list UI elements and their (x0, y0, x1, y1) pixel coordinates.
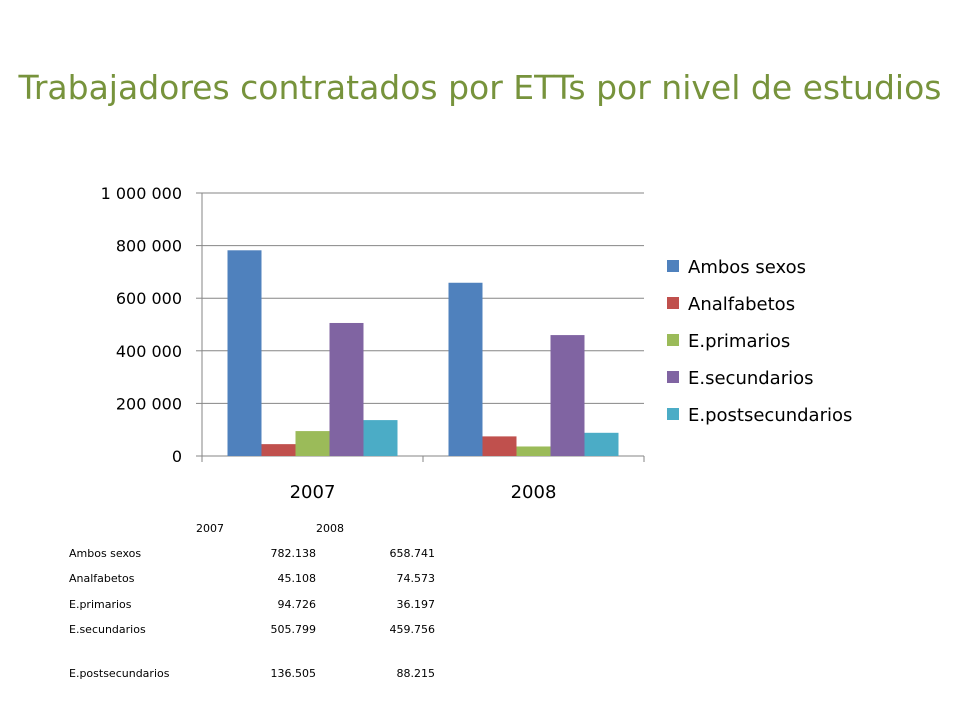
legend-entry: Analfabetos (688, 294, 795, 315)
table-row-label: E.postsecundarios (69, 667, 170, 680)
table-cell: 88.215 (396, 667, 436, 680)
table-row-label: E.secundarios (69, 623, 146, 636)
bar-analfabetos-2007 (261, 444, 296, 456)
bar-e-postsecundarios-2008 (584, 432, 619, 456)
table-cell: 136.505 (270, 667, 317, 680)
bar-e-primarios-2008 (516, 446, 551, 456)
y-tick-label: 0 (172, 447, 182, 466)
y-tick-label: 200 000 (116, 394, 182, 413)
table-cell: 658.741 (389, 547, 436, 560)
bar-e-secundarios-2008 (550, 335, 585, 456)
x-tick-label: 2008 (511, 482, 557, 503)
bar-e-postsecundarios-2007 (363, 420, 398, 456)
table-cell: 45.108 (277, 572, 317, 585)
y-tick-label: 1 000 000 (101, 184, 182, 203)
table-cell: 505.799 (270, 623, 317, 636)
bar-e-secundarios-2007 (329, 322, 364, 456)
legend-swatch (667, 371, 679, 383)
table-cell: 74.573 (396, 572, 436, 585)
legend-entry: Ambos sexos (688, 257, 806, 278)
legend-swatch (667, 408, 679, 420)
table-cell: 94.726 (277, 598, 317, 611)
x-tick-label: 2007 (290, 482, 336, 503)
bar-chart: 0 200 000 400 000 600 000 800 000 1 000 000 20… (101, 184, 853, 503)
bar-analfabetos-2008 (482, 436, 517, 456)
bar-ambos-sexos-2007 (227, 250, 262, 456)
table-header-2008: 2008 (316, 522, 344, 535)
legend-entry: E.postsecundarios (688, 405, 852, 426)
table-row-label: Ambos sexos (69, 547, 142, 560)
legend-entry: E.primarios (688, 331, 790, 352)
table-cell: 36.197 (396, 598, 436, 611)
slide-title: Trabajadores contratados por ETTs por ni… (18, 68, 942, 107)
table-header-2007: 2007 (196, 522, 224, 535)
table-cell: 782.138 (270, 547, 317, 560)
y-tick-label: 800 000 (116, 237, 182, 256)
legend-swatch (667, 260, 679, 272)
legend-swatch (667, 334, 679, 346)
table-row-label: E.primarios (69, 598, 132, 611)
table-row-label: Analfabetos (69, 572, 135, 585)
legend-swatch (667, 297, 679, 309)
bar-ambos-sexos-2008 (448, 282, 483, 456)
y-tick-label: 600 000 (116, 289, 182, 308)
y-tick-label: 400 000 (116, 342, 182, 361)
table-cell: 459.756 (389, 623, 436, 636)
bar-e-primarios-2007 (295, 431, 330, 456)
legend-entry: E.secundarios (688, 368, 814, 389)
